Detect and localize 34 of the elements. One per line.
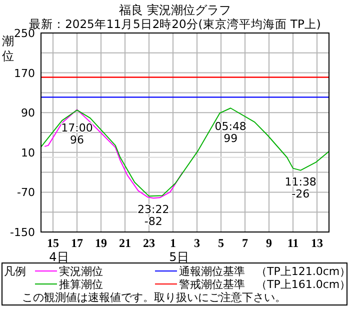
y-tick-label: -70	[17, 186, 35, 200]
y-axis-title: 潮位	[2, 34, 14, 63]
x-tick-label: 15	[47, 236, 59, 250]
x-tick-label: 1	[170, 236, 176, 250]
legend-label: 推算潮位	[59, 278, 103, 291]
x-tick-label: 23	[143, 236, 155, 250]
chart-title: 福良 実況潮位グラフ	[119, 3, 231, 17]
annotation: 11:38 -26	[284, 175, 316, 200]
y-tick-label: 170	[14, 66, 35, 80]
y-tick-label: 90	[21, 106, 35, 120]
x-tick-label: 17	[71, 236, 83, 250]
x-tick-label: 9	[266, 236, 272, 250]
x-tick-label: 11	[287, 236, 299, 250]
legend-label: 実況潮位	[59, 265, 103, 278]
y-tick-label: 10	[21, 146, 35, 160]
legend-title: 凡例	[4, 265, 26, 278]
text: 4日	[49, 250, 69, 264]
legend-label: 警戒潮位基準 （TP上161.0cm）	[179, 278, 350, 291]
line-series	[44, 109, 184, 199]
text: 5日	[169, 250, 189, 264]
text: この観測値は速報値です。取り扱いにご注意下さい。	[22, 291, 286, 304]
annotation: 23:22 -82	[138, 203, 170, 228]
annotation: 17:00 96	[61, 122, 93, 147]
chart-subtitle: 最新：2025年11月5日2時20分(東京湾平均海面 TP上)	[29, 17, 321, 31]
line-series	[40, 108, 330, 197]
x-tick-label: 21	[119, 236, 131, 250]
x-tick-label: 7	[242, 236, 248, 250]
y-tick-label: -150	[10, 226, 35, 239]
x-tick-label: 13	[311, 236, 323, 250]
x-tick-label: 5	[218, 236, 224, 250]
annotation: 05:48 99	[214, 120, 246, 146]
legend-label: 通報潮位基準 （TP上121.0cm）	[179, 265, 350, 278]
x-tick-label: 3	[194, 236, 200, 250]
x-tick-label: 19	[95, 236, 107, 250]
